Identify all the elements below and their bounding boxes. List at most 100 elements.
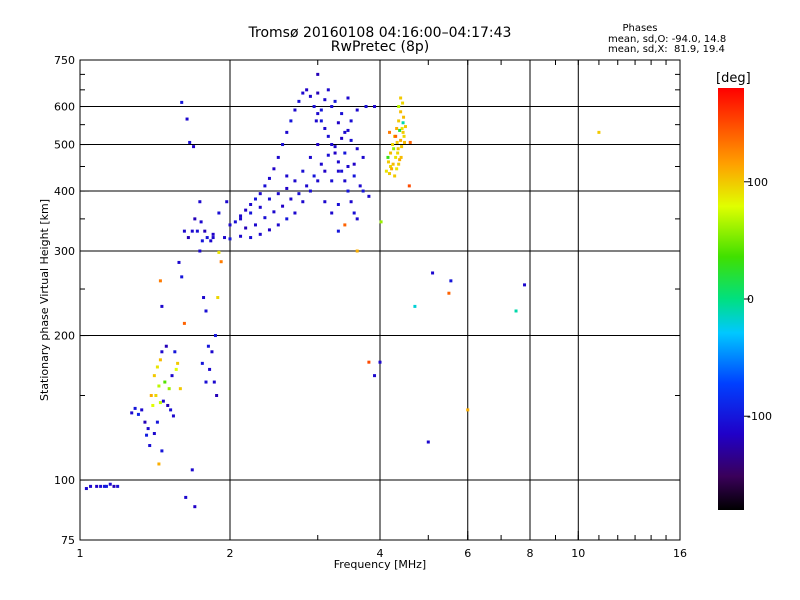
data-point	[263, 216, 267, 220]
data-point	[402, 115, 406, 119]
data-point	[401, 130, 405, 134]
data-point	[397, 119, 401, 123]
data-point	[219, 260, 223, 264]
data-point	[426, 440, 430, 444]
data-point	[239, 217, 243, 221]
data-point	[155, 365, 159, 369]
data-point	[136, 412, 140, 416]
data-point	[289, 197, 293, 201]
data-point	[319, 162, 323, 166]
data-point	[293, 179, 297, 183]
data-point	[174, 367, 178, 371]
data-point	[373, 374, 377, 378]
data-point	[169, 408, 173, 412]
data-point	[355, 147, 359, 151]
data-point	[182, 229, 186, 233]
data-point	[244, 226, 248, 230]
data-point	[285, 217, 289, 221]
data-point	[89, 484, 93, 488]
data-point	[239, 214, 243, 218]
colorbar-tick-label: -100	[747, 410, 772, 423]
y-tick-label: 500	[54, 139, 75, 152]
data-point	[163, 380, 167, 384]
data-point	[407, 184, 411, 188]
data-point	[346, 164, 350, 168]
data-point	[233, 220, 237, 224]
data-point	[267, 176, 271, 180]
x-axis-ticks: 1 2 4 6 8 10 16	[77, 60, 687, 560]
data-point	[193, 505, 197, 509]
data-point	[212, 380, 216, 384]
y-tick-label: 300	[54, 245, 75, 258]
data-point	[394, 155, 398, 159]
data-point	[379, 220, 383, 224]
data-point	[323, 169, 327, 173]
stats-o-mode: mean, sd,O: -94.0, 14.8	[608, 34, 727, 45]
data-point	[217, 211, 221, 215]
data-point	[213, 334, 217, 338]
data-point	[211, 232, 215, 236]
data-point	[392, 147, 396, 151]
data-point	[355, 108, 359, 112]
data-point	[367, 194, 371, 198]
grid-lines	[80, 60, 680, 540]
data-point	[401, 121, 405, 125]
data-point	[276, 223, 280, 227]
stats-x-mode: mean, sd,X: 81.9, 19.4	[608, 44, 725, 55]
data-point	[361, 189, 365, 193]
data-point	[195, 229, 199, 233]
data-point	[289, 119, 293, 123]
data-point	[200, 239, 204, 243]
data-point	[180, 100, 184, 104]
data-point	[188, 140, 192, 144]
y-tick-label: 750	[54, 54, 75, 67]
y-axis-label: Stationary phase Virtual Height [km]	[38, 199, 51, 401]
data-point	[514, 309, 518, 313]
data-point	[281, 143, 285, 147]
data-points	[84, 72, 601, 509]
data-point	[314, 119, 318, 123]
data-point	[157, 462, 161, 466]
data-point	[301, 169, 305, 173]
data-point	[343, 151, 347, 155]
data-point	[323, 98, 327, 102]
data-point	[333, 145, 337, 149]
data-point	[326, 88, 330, 92]
data-point	[399, 155, 403, 159]
data-point	[384, 169, 388, 173]
data-point	[378, 360, 382, 364]
data-point	[148, 444, 152, 448]
data-point	[192, 145, 196, 149]
data-point	[333, 151, 337, 155]
data-point	[177, 260, 181, 264]
data-point	[305, 88, 309, 92]
data-point	[276, 192, 280, 196]
data-point	[166, 403, 170, 407]
data-point	[198, 249, 202, 253]
data-point	[258, 232, 262, 236]
data-point	[253, 197, 257, 201]
data-point	[466, 408, 470, 412]
data-point	[386, 155, 390, 159]
data-point	[152, 374, 156, 378]
data-point	[258, 205, 262, 209]
data-point	[355, 217, 359, 221]
data-point	[249, 202, 253, 206]
x-axis-label: Frequency [MHz]	[334, 558, 426, 571]
data-point	[323, 200, 327, 204]
data-point	[184, 495, 188, 499]
data-point	[391, 143, 395, 147]
data-point	[352, 162, 356, 166]
data-point	[285, 186, 289, 190]
data-point	[326, 134, 330, 138]
data-point	[272, 210, 276, 214]
data-point	[267, 228, 271, 232]
data-point	[160, 304, 164, 308]
data-point	[319, 119, 323, 123]
data-point	[116, 484, 120, 488]
data-point	[301, 200, 305, 204]
data-point	[336, 229, 340, 233]
data-point	[330, 143, 334, 147]
data-point	[178, 387, 182, 391]
data-point	[293, 108, 297, 112]
